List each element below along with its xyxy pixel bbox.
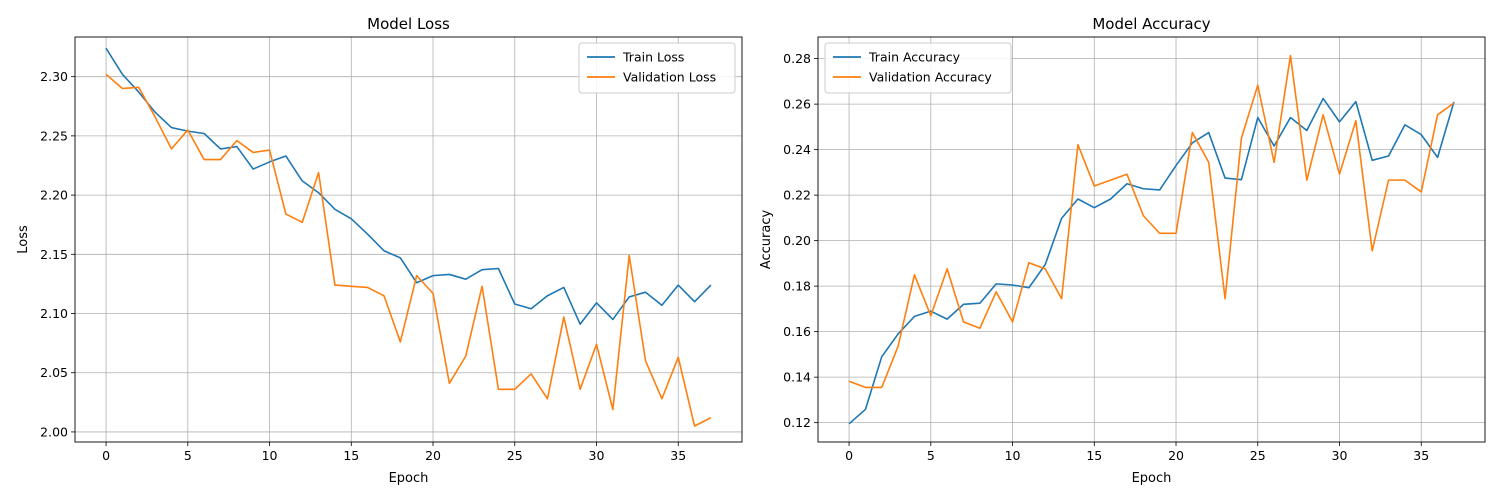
x-tick-label: 35 — [1413, 448, 1429, 463]
x-axis-label: Epoch — [389, 471, 429, 486]
legend: Train Accuracy Validation Accuracy — [824, 42, 1012, 94]
y-tick-label: 0.20 — [783, 233, 811, 248]
x-tick-label: 35 — [670, 448, 686, 463]
y-tick-label: 0.14 — [783, 370, 811, 385]
x-tick-label: 20 — [425, 448, 441, 463]
y-tick-label: 0.16 — [783, 324, 811, 339]
y-tick-label: 2.10 — [40, 306, 68, 321]
x-tick-label: 10 — [262, 448, 278, 463]
x-tick-label: 25 — [1250, 448, 1266, 463]
x-tick-label: 30 — [589, 448, 605, 463]
y-tick-label: 2.15 — [40, 247, 68, 262]
y-tick-label: 0.18 — [783, 279, 811, 294]
x-axis-label: Epoch — [1132, 471, 1172, 486]
series-line-validation-accuracy — [848, 54, 1455, 389]
legend-box — [824, 42, 1012, 94]
y-tick-label: 2.05 — [40, 365, 68, 380]
y-tick-label: 0.28 — [783, 51, 811, 66]
legend: Train Loss Validation Loss — [578, 42, 736, 94]
y-tick-label: 2.30 — [40, 69, 68, 84]
y-axis-label: Accuracy — [759, 210, 774, 270]
x-tick-label: 15 — [343, 448, 359, 463]
y-tick-label: 0.12 — [783, 415, 811, 430]
x-tick-label: 15 — [1086, 448, 1102, 463]
y-tick-label: 0.24 — [783, 142, 811, 157]
grid — [75, 37, 742, 442]
legend-label: Train Loss — [622, 50, 684, 65]
grid — [818, 37, 1485, 442]
chart-panel-accuracy: 0 5 10 15 20 25 30 35 0.12 0.14 0.16 0.18 0.20 0.22 0.… — [759, 15, 1486, 486]
y-tick-label: 2.20 — [40, 188, 68, 203]
series-line-train-accuracy — [848, 97, 1455, 425]
x-tick-label: 30 — [1332, 448, 1348, 463]
axes-frame — [817, 36, 1486, 443]
x-tick-label: 0 — [102, 448, 110, 463]
x-tick-label: 0 — [845, 448, 853, 463]
legend-box — [578, 42, 736, 94]
plot-area — [818, 37, 1485, 442]
axes-frame — [74, 36, 743, 443]
x-tick-label: 5 — [184, 448, 192, 463]
x-tick-label: 5 — [927, 448, 935, 463]
chart-panel-loss: 0 5 10 15 20 25 30 35 2.00 2.05 2.10 2.15 2.20 2.25 2.… — [16, 15, 743, 486]
series-line-validation-loss — [105, 73, 712, 427]
chart-title: Model Accuracy — [1092, 15, 1210, 33]
chart-title: Model Loss — [367, 15, 450, 33]
series-line-train-loss — [105, 47, 712, 325]
y-axis-label: Loss — [16, 225, 31, 254]
plot-area — [75, 37, 742, 442]
y-tick-label: 2.00 — [40, 424, 68, 439]
legend-label: Validation Accuracy — [869, 70, 992, 85]
legend-label: Train Accuracy — [868, 50, 961, 65]
x-tick-label: 25 — [507, 448, 523, 463]
x-tick-label: 20 — [1168, 448, 1184, 463]
y-tick-label: 0.26 — [783, 97, 811, 112]
legend-label: Validation Loss — [623, 70, 716, 85]
y-tick-label: 0.22 — [783, 188, 811, 203]
x-tick-label: 10 — [1005, 448, 1021, 463]
y-tick-label: 2.25 — [40, 128, 68, 143]
